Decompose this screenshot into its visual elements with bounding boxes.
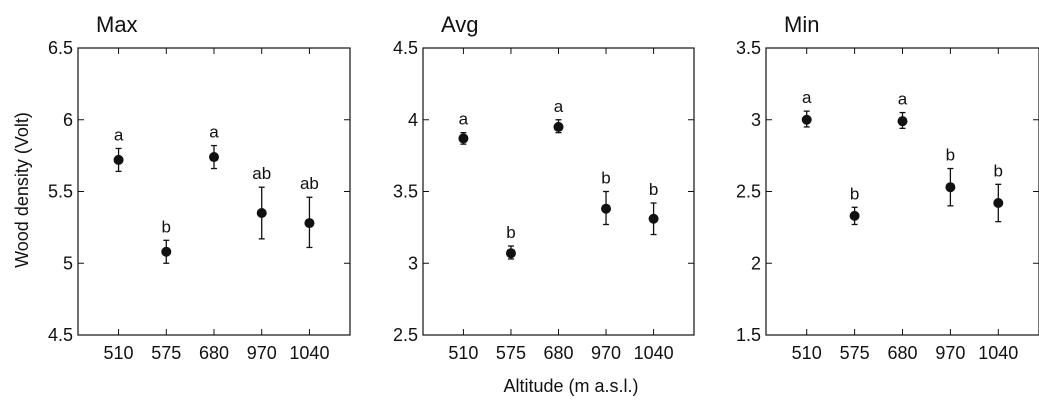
panel-max: Max 4.5 5 5.5 6 6.5 510 a 575 b 680 a 970 ab 1040 ab bbox=[48, 12, 351, 363]
y-tick-label: 5.5 bbox=[48, 182, 73, 202]
panels: Max4.555.566.5510a575b680a970ab1040abAvg… bbox=[48, 12, 1039, 363]
panel-title: Min bbox=[784, 12, 819, 37]
x-tick-label: 970 bbox=[591, 343, 621, 363]
significance-label: a bbox=[898, 90, 908, 109]
significance-label: b bbox=[994, 161, 1003, 180]
panel-title: Max bbox=[96, 12, 138, 37]
y-tick-label: 6.5 bbox=[48, 38, 73, 58]
data-point bbox=[458, 133, 469, 144]
y-tick-label: 5 bbox=[63, 253, 73, 273]
x-tick-label: 970 bbox=[247, 343, 277, 363]
x-axis-label: Altitude (m a.s.l.) bbox=[503, 376, 638, 396]
y-axis-label: Wood density (Volt) bbox=[12, 112, 32, 268]
y-tick-label: 2.5 bbox=[393, 325, 418, 345]
data-point bbox=[849, 210, 860, 221]
y-tick-label: 2 bbox=[751, 253, 761, 273]
significance-label: ab bbox=[252, 164, 271, 183]
x-tick-label: 1040 bbox=[978, 343, 1018, 363]
significance-label: b bbox=[162, 217, 171, 236]
x-tick-label: 510 bbox=[448, 343, 478, 363]
x-tick-label: 510 bbox=[104, 343, 134, 363]
data-point bbox=[209, 152, 219, 163]
x-tick-label: 575 bbox=[496, 343, 526, 363]
significance-label: b bbox=[649, 180, 658, 199]
data-point bbox=[945, 182, 956, 193]
data-point bbox=[304, 218, 315, 229]
y-tick-label: 1.5 bbox=[736, 325, 761, 345]
data-point bbox=[553, 121, 564, 132]
x-tick-label: 680 bbox=[543, 343, 573, 363]
significance-label: b bbox=[850, 184, 859, 203]
data-point bbox=[505, 248, 516, 259]
significance-label: a bbox=[802, 88, 812, 107]
significance-label: ab bbox=[300, 174, 319, 193]
panel-min: Min 1.5 2 2.5 3 3.5 510 a 575 b 680 a 970 b 1040 b bbox=[736, 12, 1039, 363]
significance-label: a bbox=[459, 110, 469, 129]
x-tick-label: 680 bbox=[887, 343, 917, 363]
data-point bbox=[648, 213, 659, 224]
significance-label: b bbox=[946, 146, 955, 165]
data-point bbox=[161, 246, 172, 257]
y-tick-label: 4.5 bbox=[393, 38, 418, 58]
significance-label: b bbox=[601, 169, 610, 188]
x-tick-label: 680 bbox=[199, 343, 229, 363]
y-tick-label: 3.5 bbox=[736, 38, 761, 58]
x-tick-label: 1040 bbox=[634, 343, 674, 363]
y-tick-label: 2.5 bbox=[736, 182, 761, 202]
y-tick-label: 3 bbox=[751, 110, 761, 130]
y-tick-label: 3 bbox=[408, 253, 418, 273]
x-tick-label: 1040 bbox=[289, 343, 329, 363]
y-tick-label: 6 bbox=[63, 110, 73, 130]
panel-avg: Avg 2.5 3 3.5 4 4.5 510 a 575 b 680 a 970 b 1040 b bbox=[393, 12, 695, 363]
data-point bbox=[113, 154, 124, 165]
significance-label: a bbox=[114, 125, 124, 144]
x-tick-label: 575 bbox=[151, 343, 181, 363]
data-point bbox=[601, 203, 612, 214]
data-point bbox=[993, 197, 1004, 208]
significance-label: a bbox=[209, 123, 219, 142]
data-point bbox=[897, 116, 908, 127]
panel-title: Avg bbox=[441, 12, 479, 37]
data-point bbox=[256, 208, 267, 219]
data-point bbox=[801, 114, 812, 125]
significance-label: a bbox=[554, 97, 564, 116]
y-tick-label: 4 bbox=[408, 110, 418, 130]
significance-label: b bbox=[506, 223, 515, 242]
y-tick-label: 4.5 bbox=[48, 325, 73, 345]
x-tick-label: 575 bbox=[840, 343, 870, 363]
x-tick-label: 510 bbox=[792, 343, 822, 363]
x-tick-label: 970 bbox=[935, 343, 965, 363]
y-tick-label: 3.5 bbox=[393, 182, 418, 202]
